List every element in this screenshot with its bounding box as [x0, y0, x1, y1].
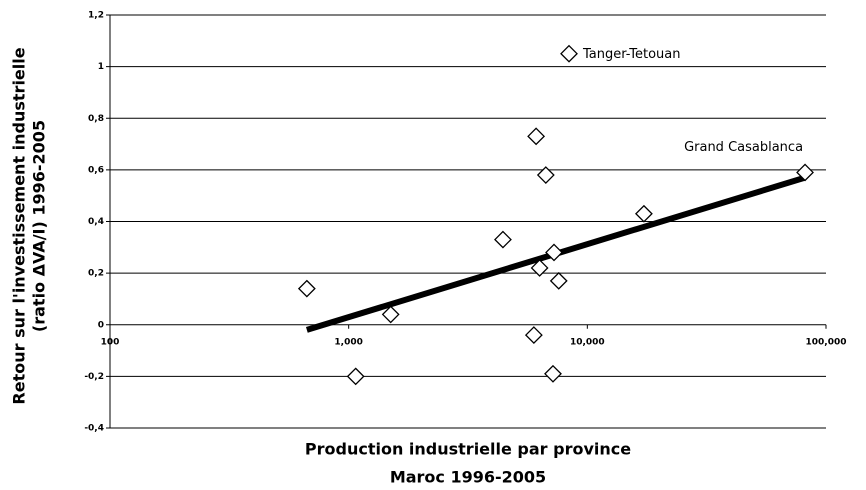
y-tick-label: 1 — [98, 62, 104, 72]
y-tick-label: 0,6 — [88, 165, 104, 175]
y-tick-label: 0,2 — [88, 269, 104, 279]
x-tick-label: 10,000 — [570, 337, 605, 347]
x-tick-label: 100 — [101, 337, 120, 347]
data-point — [536, 166, 555, 184]
y-axis-title: Retour sur l'investissement industrielle — [10, 47, 29, 404]
x-tick-label: 100,000 — [806, 337, 847, 347]
data-point — [560, 44, 578, 63]
y-tick-label: -0,2 — [84, 372, 104, 382]
data-point — [527, 127, 546, 146]
y-axis-title: (ratio ΔVA/I) 1996-2005 — [30, 120, 49, 332]
data-point — [634, 204, 653, 223]
data-point — [494, 230, 512, 249]
data-point — [544, 364, 562, 383]
data-point — [796, 163, 814, 182]
y-tick-label: 0,8 — [88, 114, 104, 124]
data-point — [381, 305, 400, 324]
data-point — [346, 367, 365, 386]
x-tick-label: 1,000 — [334, 337, 362, 347]
data-point — [549, 271, 568, 290]
y-tick-label: 1,2 — [88, 11, 104, 21]
annotation: Grand Casablanca — [684, 140, 803, 155]
data-point — [545, 243, 563, 262]
data-point — [297, 279, 316, 298]
y-tick-label: 0 — [98, 320, 104, 330]
x-axis-title: Maroc 1996-2005 — [390, 468, 546, 487]
x-axis-title: Production industrielle par province — [305, 440, 631, 459]
data-point — [530, 259, 549, 277]
y-tick-label: -0,4 — [84, 424, 104, 434]
y-tick-label: 0,4 — [88, 217, 104, 227]
data-point — [524, 326, 543, 344]
annotation: Tanger-Tetouan — [582, 47, 680, 62]
